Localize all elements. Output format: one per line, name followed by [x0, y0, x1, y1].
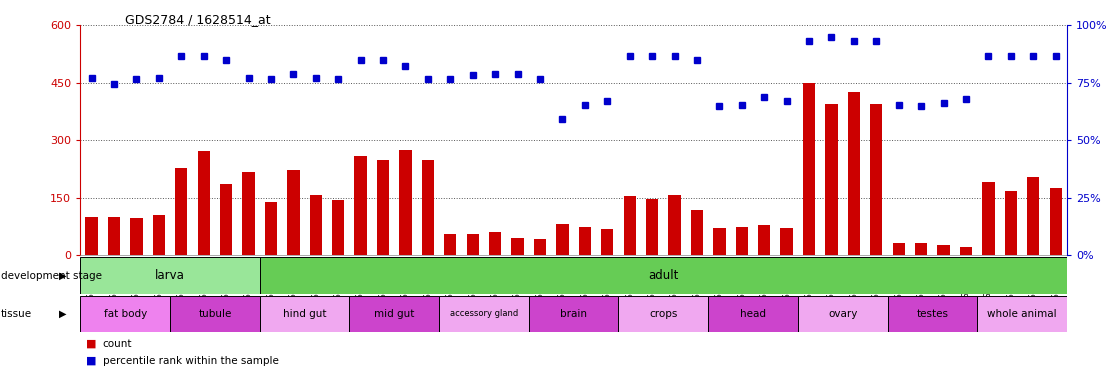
Bar: [422, 160, 434, 255]
Bar: [466, 234, 479, 255]
Bar: [400, 150, 412, 255]
Bar: [848, 92, 860, 255]
Bar: [713, 228, 725, 255]
Text: tubule: tubule: [199, 309, 231, 319]
Bar: [802, 83, 815, 255]
Bar: [349, 296, 439, 332]
Bar: [80, 296, 170, 332]
Text: testes: testes: [916, 309, 949, 319]
Bar: [937, 245, 950, 255]
Bar: [377, 160, 389, 255]
Text: ▶: ▶: [59, 270, 67, 281]
Bar: [1049, 188, 1061, 255]
Text: ■: ■: [86, 339, 96, 349]
Bar: [602, 229, 614, 255]
Bar: [533, 239, 546, 255]
Bar: [758, 225, 770, 255]
Bar: [691, 210, 703, 255]
Text: GDS2784 / 1628514_at: GDS2784 / 1628514_at: [125, 13, 270, 26]
Bar: [170, 296, 260, 332]
Bar: [489, 232, 501, 255]
Text: development stage: development stage: [1, 270, 103, 281]
Bar: [153, 215, 165, 255]
Bar: [511, 238, 523, 255]
Bar: [333, 200, 345, 255]
Bar: [260, 296, 349, 332]
Text: ovary: ovary: [828, 309, 857, 319]
Bar: [439, 296, 529, 332]
Bar: [355, 156, 367, 255]
Text: mid gut: mid gut: [374, 309, 414, 319]
Bar: [175, 168, 187, 255]
Bar: [80, 257, 260, 294]
Text: count: count: [103, 339, 132, 349]
Bar: [826, 104, 838, 255]
Bar: [709, 296, 798, 332]
Bar: [444, 234, 456, 255]
Bar: [242, 172, 254, 255]
Bar: [893, 243, 905, 255]
Text: fat body: fat body: [104, 309, 147, 319]
Bar: [1027, 177, 1039, 255]
Bar: [915, 243, 927, 255]
Bar: [86, 217, 98, 255]
Bar: [668, 195, 681, 255]
Bar: [579, 227, 591, 255]
Bar: [960, 247, 972, 255]
Bar: [978, 296, 1067, 332]
Bar: [264, 202, 277, 255]
Text: tissue: tissue: [1, 309, 32, 319]
Text: crops: crops: [650, 309, 677, 319]
Bar: [309, 195, 321, 255]
Text: brain: brain: [560, 309, 587, 319]
Text: accessory gland: accessory gland: [450, 310, 518, 318]
Text: whole animal: whole animal: [988, 309, 1057, 319]
Text: head: head: [740, 309, 766, 319]
Bar: [198, 151, 210, 255]
Bar: [624, 196, 636, 255]
Text: ▶: ▶: [59, 309, 67, 319]
Bar: [529, 296, 618, 332]
Bar: [618, 296, 709, 332]
Bar: [556, 224, 568, 255]
Bar: [780, 228, 792, 255]
Text: adult: adult: [648, 269, 679, 282]
Bar: [108, 217, 121, 255]
Bar: [887, 296, 978, 332]
Bar: [131, 218, 143, 255]
Text: larva: larva: [155, 269, 185, 282]
Bar: [1004, 191, 1017, 255]
Bar: [220, 184, 232, 255]
Bar: [646, 199, 658, 255]
Text: ■: ■: [86, 356, 96, 366]
Bar: [260, 257, 1067, 294]
Text: hind gut: hind gut: [282, 309, 326, 319]
Bar: [287, 170, 299, 255]
Bar: [798, 296, 887, 332]
Text: percentile rank within the sample: percentile rank within the sample: [103, 356, 279, 366]
Bar: [870, 104, 883, 255]
Bar: [982, 182, 994, 255]
Bar: [735, 227, 748, 255]
